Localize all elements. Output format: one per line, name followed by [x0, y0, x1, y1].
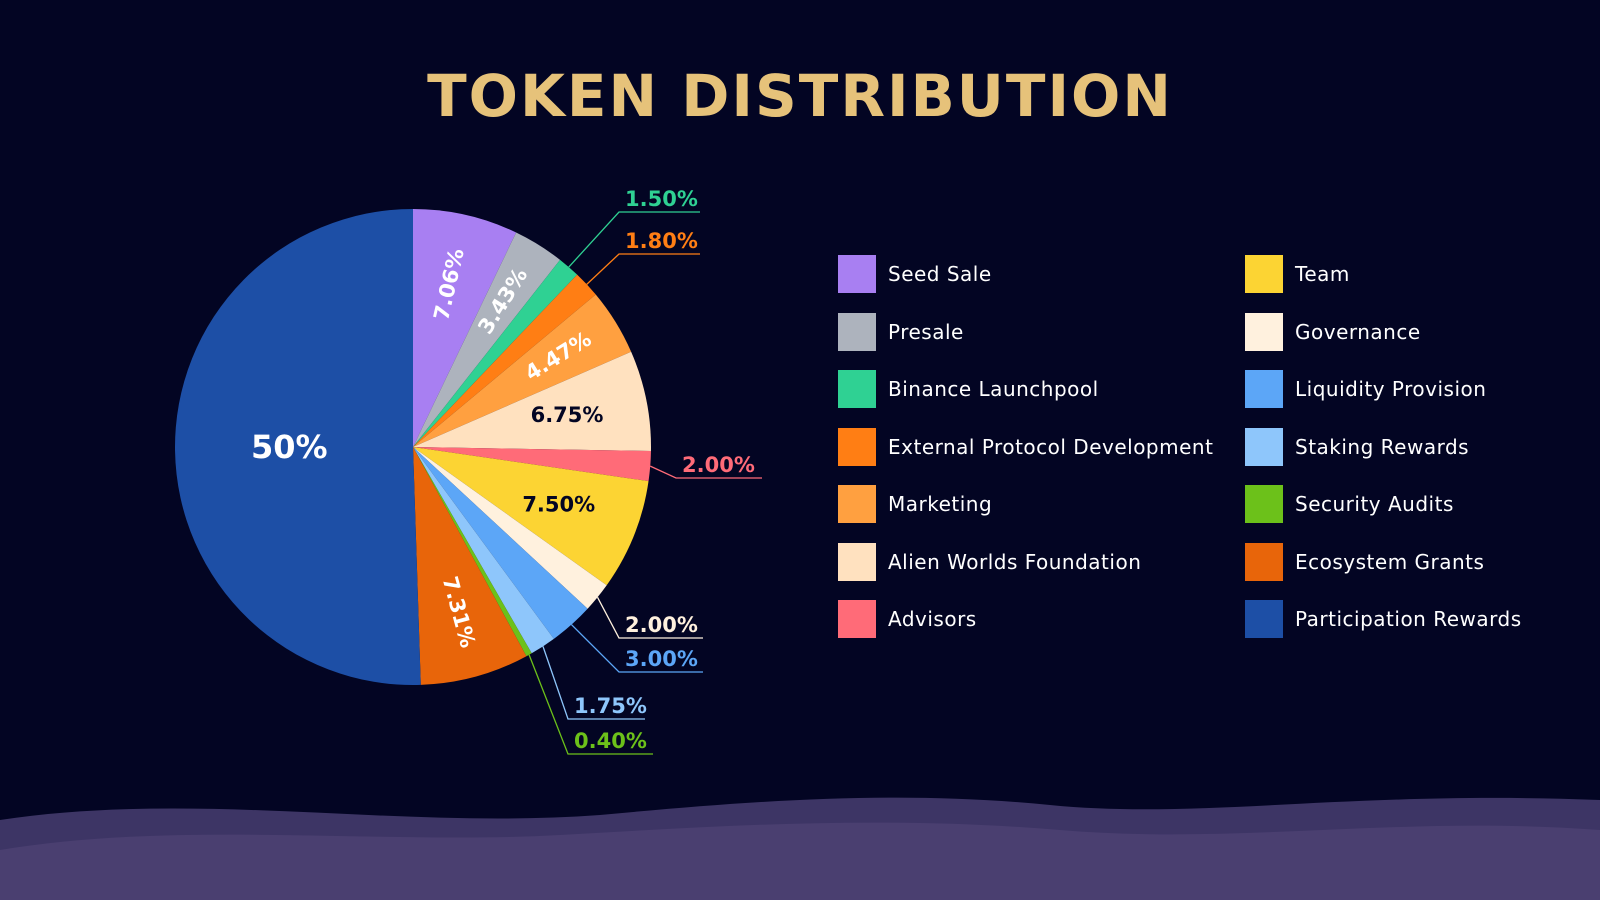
legend-item-participation-rewards: Participation Rewards	[1245, 600, 1522, 638]
leader-line-external-protocol-development	[586, 253, 700, 285]
data-label-external-protocol-development: 1.80%	[625, 229, 698, 253]
legend-swatch	[1245, 427, 1283, 466]
legend-swatch	[838, 370, 876, 408]
data-label-alien-worlds-foundation: 6.75%	[531, 403, 604, 427]
legend-item-security-audits: Security Audits	[1245, 485, 1454, 523]
legend-label: Marketing	[888, 492, 993, 516]
slice-governance	[413, 447, 607, 609]
legend-label: Participation Rewards	[1295, 607, 1522, 631]
slice-presale	[413, 232, 561, 447]
data-label-advisors: 2.00%	[682, 453, 755, 477]
data-label-governance: 2.00%	[625, 613, 698, 637]
data-label-binance-launchpool: 1.50%	[625, 187, 698, 211]
legend-label: Ecosystem Grants	[1295, 549, 1485, 574]
legend-swatch	[1245, 312, 1283, 351]
legend-label: Binance Launchpool	[888, 377, 1099, 401]
legend-label: Advisors	[888, 607, 977, 631]
slice-ecosystem-grants	[413, 447, 527, 685]
slice-binance-launchpool	[413, 259, 578, 447]
legend-item-staking-rewards: Staking Rewards	[1245, 427, 1470, 466]
leader-line-liquidity-provision	[570, 624, 703, 673]
leader-line-staking-rewards	[542, 646, 645, 720]
legend-swatch	[838, 427, 876, 466]
slice-seed-sale	[413, 209, 517, 447]
legend-item-presale: Presale	[838, 312, 964, 351]
legend-item-alien-worlds-foundation: Alien Worlds Foundation	[838, 542, 1142, 581]
legend-swatch	[838, 312, 876, 351]
legend-label: External Protocol Development	[888, 434, 1214, 459]
slice-advisors	[413, 447, 651, 482]
legend-item-advisors: Advisors	[838, 600, 977, 638]
data-label-team: 7.50%	[522, 493, 595, 517]
legend-label: Team	[1295, 262, 1350, 286]
slice-staking-rewards	[413, 447, 554, 654]
data-label-security-audits: 0.40%	[574, 729, 647, 753]
legend-label: Staking Rewards	[1295, 434, 1470, 459]
legend-swatch	[1245, 485, 1283, 523]
legend-label: Liquidity Provision	[1295, 377, 1487, 401]
slice-alien-worlds-foundation	[413, 351, 652, 452]
legend-swatch	[838, 542, 876, 581]
legend-swatch	[838, 485, 876, 523]
slice-marketing	[413, 294, 632, 447]
chart-title: TOKEN DISTRIBUTION	[427, 62, 1173, 130]
legend-swatch	[1245, 600, 1283, 638]
legend-label: Alien Worlds Foundation	[888, 549, 1142, 574]
slice-external-protocol-development	[413, 274, 596, 447]
slice-participation-rewards	[175, 209, 421, 685]
legend-item-governance: Governance	[1245, 312, 1421, 351]
slice-liquidity-provision	[413, 447, 588, 639]
data-label-liquidity-provision: 3.00%	[625, 647, 698, 671]
legend-item-marketing: Marketing	[838, 485, 992, 523]
legend-item-seed-sale: Seed Sale	[838, 255, 992, 293]
leader-line-security-audits	[528, 654, 653, 755]
data-label-participation-rewards: 50%	[251, 428, 328, 466]
leader-line-advisors	[649, 465, 762, 479]
legend-swatch	[1245, 255, 1283, 293]
legend-item-binance-launchpool: Binance Launchpool	[838, 370, 1099, 408]
legend-label: Security Audits	[1295, 492, 1454, 516]
legend-label: Governance	[1295, 319, 1421, 344]
legend-item-liquidity-provision: Liquidity Provision	[1245, 370, 1486, 408]
slice-security-audits	[413, 447, 532, 657]
legend-item-external-protocol-development: External Protocol Development	[838, 427, 1214, 466]
legend-item-team: Team	[1245, 255, 1350, 293]
leader-line-governance	[596, 597, 703, 639]
slice-team	[413, 447, 649, 586]
legend-swatch	[1245, 370, 1283, 408]
legend-item-ecosystem-grants: Ecosystem Grants	[1245, 542, 1485, 581]
legend-label: Presale	[888, 319, 964, 344]
legend-swatch	[838, 600, 876, 638]
legend-swatch	[1245, 542, 1283, 581]
legend-swatch	[838, 255, 876, 293]
leader-line-binance-launchpool	[568, 211, 700, 268]
data-label-staking-rewards: 1.75%	[574, 694, 647, 718]
legend-label: Seed Sale	[888, 262, 992, 286]
